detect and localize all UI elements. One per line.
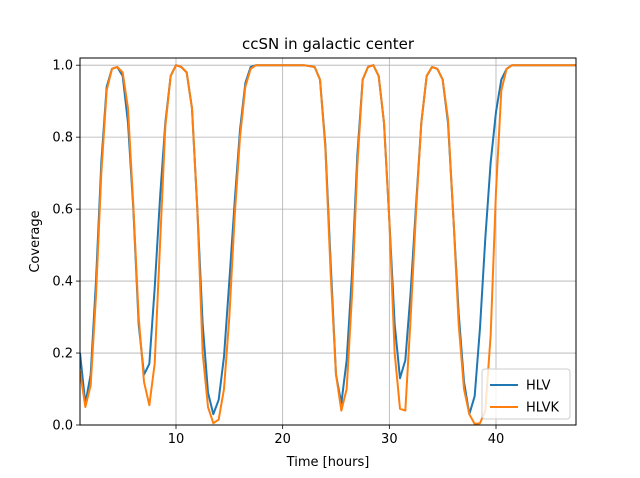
y-tick-label: 0.0 — [52, 419, 73, 434]
y-tick-label: 1.0 — [52, 59, 73, 74]
x-tick-label: 40 — [488, 432, 505, 447]
series-line-hlvk — [80, 64, 576, 425]
y-tick-label: 0.8 — [52, 131, 73, 146]
y-tick-label: 0.6 — [52, 203, 73, 218]
x-axis-label: Time [hours] — [286, 455, 370, 470]
x-tick-label: 10 — [168, 432, 185, 447]
series-layer — [80, 64, 576, 425]
legend: HLV HLVK — [481, 368, 571, 420]
y-tick-label: 0.2 — [52, 347, 73, 362]
y-axis-label: Coverage — [28, 210, 43, 272]
x-tick-label: 30 — [381, 432, 398, 447]
legend-label-hlv: HLV — [526, 379, 551, 394]
y-tick-label: 0.4 — [52, 275, 73, 290]
ticks: 10 20 30 40 0.0 0.2 0.4 0.6 0.8 1.0 — [52, 59, 504, 447]
chart-title: ccSN in galactic center — [242, 35, 415, 53]
legend-label-hlvk: HLVK — [526, 401, 559, 416]
plot-frame — [79, 57, 577, 426]
x-tick-label: 20 — [274, 432, 291, 447]
